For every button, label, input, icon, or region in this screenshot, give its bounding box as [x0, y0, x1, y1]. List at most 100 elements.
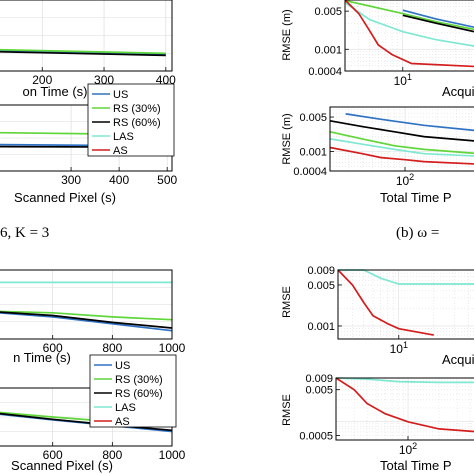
axes-box-bottom-right-acq: [337, 269, 474, 340]
series-line-las: [344, 1, 474, 47]
panel-bottom-right-acq: 0.009 0.005 0.001 101 RMSE Acquis: [281, 265, 474, 367]
axes-box-top-left-acq: [0, 0, 173, 72]
legend-label-rs60: RS (60%): [115, 388, 163, 400]
xlabel-top-right-acq: Acquis: [442, 84, 474, 99]
x-tick-label: 300: [61, 173, 81, 187]
legend-label-as: AS: [115, 416, 130, 428]
legend-box: [89, 354, 177, 428]
legend-top-left: US RS (30%) RS (60%) LAS AS: [87, 83, 175, 157]
axes-box-bottom-left-acq: [0, 269, 173, 340]
panel-bottom-left-acq: 600 800 1000 n Time (s): [0, 269, 186, 365]
x-tick-label: 200: [32, 73, 52, 87]
series-line-us: [402, 9, 474, 29]
series-line-rs-60: [402, 14, 474, 33]
panel-top-left-acq: 200 300 400 on Time (s): [0, 0, 176, 99]
y-tick-label: 0.001: [314, 44, 342, 56]
grid-top-right-acq: [344, 0, 474, 72]
legend-label-as: AS: [113, 145, 128, 157]
panel-top-right-total: 0.005 0.001 0.0004 102 RMSE (m) Total Time…: [281, 106, 474, 205]
xlabel-bottom-right-acq: Acquis: [442, 352, 474, 367]
xlabel-bottom-left-acq: n Time (s): [13, 350, 71, 365]
x-tick-label: 500: [157, 173, 177, 187]
x-tick-label: 800: [102, 448, 122, 462]
xlabel-top-left-acq: on Time (s): [22, 84, 87, 99]
legend-label-rs30: RS (30%): [115, 374, 163, 386]
caption-left: 6, K = 3: [0, 225, 49, 241]
ylabel-top-right-acq: RMSE (m): [281, 9, 293, 60]
yticks-bottom-right-acq: 0.009 0.005 0.001: [307, 265, 342, 333]
legend-box: [87, 83, 175, 157]
series-bottom-left-acq: [0, 281, 173, 332]
xticks-top-right-total: 102: [396, 167, 414, 188]
grid-bottom-right-total: [335, 378, 474, 441]
series-line-rs-30: [0, 310, 173, 321]
series-line-las: [329, 138, 474, 157]
y-tick-label: 0.009: [305, 373, 333, 385]
axes-box-top-right-acq: [344, 0, 474, 72]
legend-label-las: LAS: [113, 131, 134, 143]
series-line-las: [338, 269, 474, 285]
x-tick-label: 600: [43, 341, 63, 355]
series-line-rs-60: [0, 50, 166, 57]
series-bottom-right-acq: [337, 269, 474, 336]
series-line-us: [345, 113, 474, 132]
series-top-right-acq: [344, 0, 474, 68]
y-tick-label: 0.005: [314, 6, 342, 18]
series-line-as: [337, 269, 434, 336]
x-tick-label: 102: [399, 441, 417, 457]
y-tick-label: 0.0005: [299, 431, 333, 443]
caption-right: (b) ω =: [396, 225, 439, 241]
yticks-top-right-acq: 0.005 0.001 0.0004: [308, 6, 349, 78]
y-tick-label: 0.0004: [308, 66, 342, 78]
series-line-as: [329, 146, 474, 165]
series-line-rs-30: [329, 130, 474, 155]
xlabel-top-left-pix: Scanned Pixel (s): [14, 190, 116, 205]
xlabel-top-right-total: Total Time P: [380, 190, 452, 205]
x-tick-label: 1000: [159, 341, 186, 355]
series-line-rs-30: [0, 48, 166, 55]
legend-label-las: LAS: [115, 402, 136, 414]
series-bottom-right-total: [335, 377, 474, 433]
legend-label-rs60: RS (60%): [113, 117, 161, 129]
y-tick-label: 0.001: [307, 321, 335, 333]
series-top-left-acq: [0, 48, 166, 57]
legend-label-us: US: [115, 360, 130, 372]
panel-top-left-pix: 300 400 500 Scanned Pixel (s) US RS (30%) …: [0, 83, 178, 205]
series-line-as: [344, 0, 474, 68]
y-tick-label: 0.005: [307, 280, 335, 292]
ylabel-top-right-total: RMSE (m): [281, 113, 293, 164]
x-tick-label: 1000: [159, 448, 186, 462]
xticks-bottom-right-total: 102: [399, 436, 417, 457]
series-top-right-total: [329, 113, 474, 165]
xlabel-bottom-right-total: Total Time P: [380, 458, 452, 473]
x-tick-label: 400: [156, 73, 176, 87]
y-tick-label: 0.005: [299, 112, 327, 124]
series-line-rs-30: [344, 0, 474, 31]
y-tick-label: 0.009: [307, 265, 335, 277]
xticks-bottom-left-pix: 600 800 1000: [43, 442, 186, 462]
grid-bottom-right-acq: [337, 270, 474, 340]
ylabel-bottom-right-total: RMSE: [281, 394, 293, 426]
xticks-bottom-left-acq: 600 800 1000: [43, 335, 186, 355]
x-tick-label: 101: [394, 72, 412, 88]
xlabel-bottom-left-pix: Scanned Pixel (s): [11, 458, 113, 473]
x-tick-label: 300: [94, 73, 114, 87]
x-tick-label: 600: [43, 448, 63, 462]
xticks-top-right-acq: 101: [394, 67, 412, 88]
x-tick-label: 101: [390, 340, 408, 356]
xticks-bottom-right-acq: 101: [390, 335, 408, 356]
x-tick-label: 400: [109, 173, 129, 187]
legend-label-us: US: [113, 89, 128, 101]
x-tick-label: 800: [102, 341, 122, 355]
xticks-top-left-pix: 300 400 500: [61, 167, 178, 187]
series-line-las: [335, 377, 474, 384]
legend-label-rs30: RS (30%): [113, 103, 161, 115]
y-tick-label: 0.0004: [293, 166, 327, 178]
y-tick-label: 0.001: [299, 146, 327, 158]
ylabel-bottom-right-acq: RMSE: [281, 286, 293, 318]
y-tick-label: 0.005: [305, 385, 333, 397]
yticks-top-right-total: 0.005 0.001 0.0004: [293, 112, 334, 178]
series-line-as: [335, 377, 474, 433]
